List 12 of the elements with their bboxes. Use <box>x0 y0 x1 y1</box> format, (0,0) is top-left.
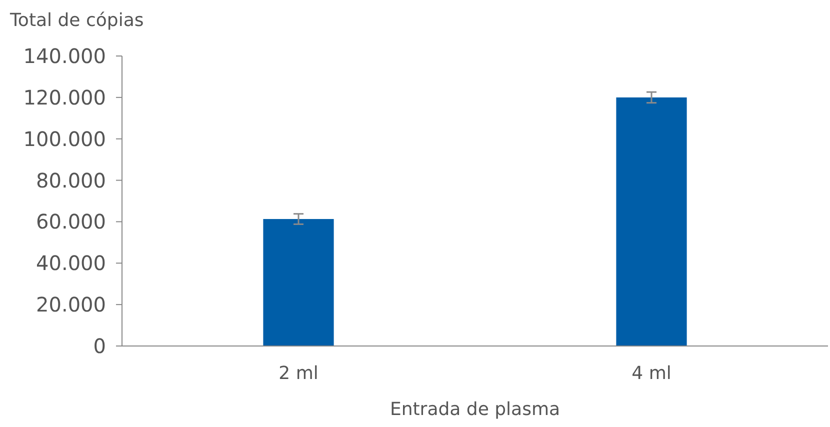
y-tick-label: 20.000 <box>36 292 106 317</box>
x-axis-title: Entrada de plasma <box>390 399 560 420</box>
y-tick-label: 140.000 <box>23 44 106 68</box>
y-tick-label: 0 <box>93 334 106 358</box>
x-tick-label: 4 ml <box>632 363 672 384</box>
y-tick-label: 100.000 <box>23 126 106 151</box>
y-tick-label: 40.000 <box>36 251 106 276</box>
y-tick-label: 60.000 <box>36 210 106 234</box>
y-axis-title: Total de cópias <box>9 10 144 31</box>
y-tick-label: 80.000 <box>36 168 106 192</box>
x-tick-label: 2 ml <box>278 363 318 384</box>
y-tick-label: 120.000 <box>23 85 106 110</box>
